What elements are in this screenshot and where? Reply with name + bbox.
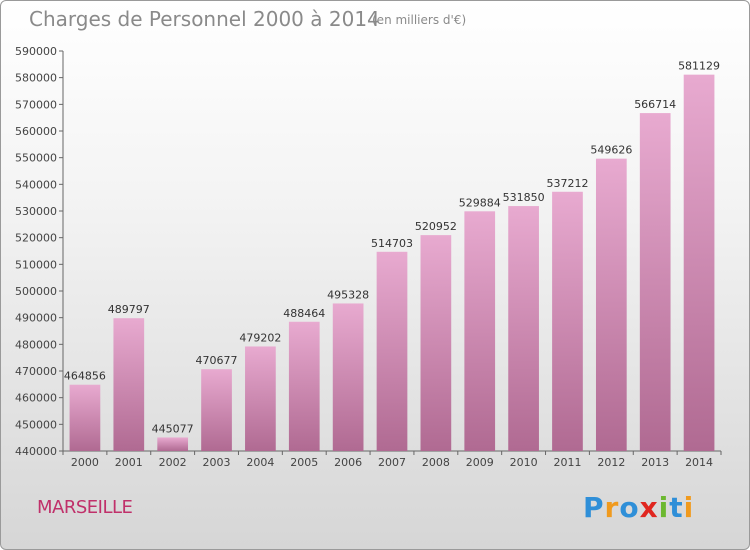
data-label: 531850 (503, 191, 545, 204)
bars (69, 74, 715, 451)
chart-subtitle: (en milliers d'€) (372, 13, 467, 27)
data-label: 566714 (634, 98, 676, 111)
data-label: 479202 (239, 331, 281, 344)
y-tick-label: 570000 (15, 98, 57, 111)
y-tick-label: 490000 (15, 312, 57, 325)
data-label: 549626 (590, 144, 632, 157)
x-tick-label: 2001 (115, 456, 143, 469)
x-tick-label: 2007 (378, 456, 406, 469)
y-tick-label: 440000 (15, 445, 57, 458)
data-label: 529884 (459, 196, 501, 209)
x-tick-label: 2003 (203, 456, 231, 469)
bar (683, 74, 715, 451)
x-tick-label: 2005 (290, 456, 318, 469)
y-tick-label: 530000 (15, 205, 57, 218)
x-tick-label: 2011 (553, 456, 581, 469)
x-tick-label: 2008 (422, 456, 450, 469)
data-labels: 464856 489797 445077 4706774792024884644953… (64, 60, 720, 436)
bar (288, 321, 320, 451)
logo-letter: i (658, 491, 670, 524)
y-tick-label: 590000 (15, 45, 57, 58)
logo-letter: o (619, 491, 640, 524)
bar (69, 384, 101, 451)
data-label: 464856 (64, 370, 106, 383)
city-name: MARSEILLE (37, 497, 133, 518)
y-tick-label: 560000 (15, 125, 57, 138)
x-tick-label: 2012 (597, 456, 625, 469)
data-label: 514703 (371, 237, 413, 250)
bar (595, 158, 627, 451)
y-tick-label: 500000 (15, 285, 57, 298)
x-tick-label: 2013 (641, 456, 669, 469)
x-tick-label: 2010 (510, 456, 538, 469)
bar (508, 206, 539, 451)
bar (332, 303, 364, 451)
logo-letter: i (683, 491, 695, 524)
bar (464, 211, 496, 451)
x-tick-label: 2004 (246, 456, 274, 469)
logo-letter: r (604, 491, 620, 524)
data-label: 495328 (327, 288, 369, 301)
bar (376, 251, 408, 451)
data-label: 520952 (415, 220, 457, 233)
x-tick-label: 2000 (71, 456, 99, 469)
logo-letter: t (669, 491, 684, 524)
bar (245, 346, 276, 451)
y-tick-label: 580000 (15, 72, 57, 85)
axes: 440000 450000 460000 470000 480000 490000 5000… (15, 45, 722, 469)
data-label: 581129 (678, 60, 720, 73)
logo-letter: P (583, 491, 605, 524)
bar (157, 437, 189, 451)
y-tick-label: 450000 (15, 418, 57, 431)
data-label: 445077 (152, 422, 194, 435)
data-label: 537212 (546, 177, 588, 190)
data-label: 488464 (283, 307, 325, 320)
bar (552, 191, 583, 451)
data-label: 489797 (108, 303, 150, 316)
proxiti-logo[interactable]: Proxiti (583, 491, 694, 524)
x-tick-label: 2009 (466, 456, 494, 469)
y-tick-label: 540000 (15, 178, 57, 191)
x-tick-label: 2002 (159, 456, 187, 469)
bar (113, 318, 145, 451)
chart-title: Charges de Personnel 2000 à 2014 (29, 7, 380, 31)
y-tick-label: 460000 (15, 392, 57, 405)
y-tick-label: 470000 (15, 365, 57, 378)
y-tick-label: 550000 (15, 152, 57, 165)
x-tick-label: 2006 (334, 456, 362, 469)
data-label: 470677 (196, 354, 238, 367)
y-tick-label: 520000 (15, 232, 57, 245)
x-tick-label: 2014 (685, 456, 713, 469)
logo-letter: x (639, 491, 659, 524)
bar (201, 369, 232, 451)
bar (420, 235, 452, 451)
y-tick-label: 510000 (15, 258, 57, 271)
y-tick-label: 480000 (15, 338, 57, 351)
bar (639, 113, 671, 451)
